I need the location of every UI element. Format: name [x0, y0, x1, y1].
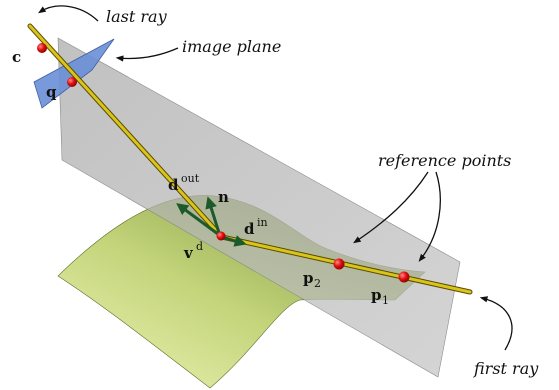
reference-arrow-to-p2 — [353, 171, 429, 244]
ref-point-2-symbol: p — [303, 269, 314, 287]
last-ray-highlight — [28, 24, 224, 239]
dir-in-sup: in — [257, 216, 268, 229]
reference-points-label: reference points — [378, 151, 511, 170]
reference-arrow-to-p1 — [418, 171, 441, 262]
surface-point-sup: d — [196, 240, 203, 253]
image-plane-label: image plane — [182, 37, 281, 56]
dir-in-arrow — [221, 235, 247, 247]
ref-point-1-symbol: p — [371, 286, 382, 304]
reference-point-1 — [398, 271, 410, 283]
normal-arrow — [205, 196, 222, 237]
surface-point — [216, 231, 226, 241]
image-point-symbol: q — [46, 83, 57, 101]
first-ray-label: first ray — [473, 359, 539, 378]
last-ray-label: last ray — [106, 7, 168, 26]
camera-center-point — [37, 43, 47, 53]
normal-symbol: n — [218, 188, 229, 206]
ref-point-1-sub: 1 — [382, 294, 389, 307]
ref-point-2-sub: 2 — [314, 277, 321, 290]
reference-point-2 — [333, 258, 345, 270]
last-ray-arrow — [38, 5, 99, 22]
dir-out-symbol: d — [168, 176, 179, 194]
image-point — [67, 77, 77, 87]
image-plane-arrow — [115, 47, 179, 62]
reference-plane — [57, 37, 461, 378]
surface-point-symbol: v — [183, 244, 194, 262]
dir-out-sup: out — [181, 172, 200, 185]
first-ray-arrow — [479, 296, 513, 351]
dir-in-symbol: d — [244, 220, 255, 238]
first-ray-highlight — [220, 235, 472, 294]
camera-center-symbol: c — [12, 48, 21, 66]
dir-out-arrow — [176, 203, 223, 239]
